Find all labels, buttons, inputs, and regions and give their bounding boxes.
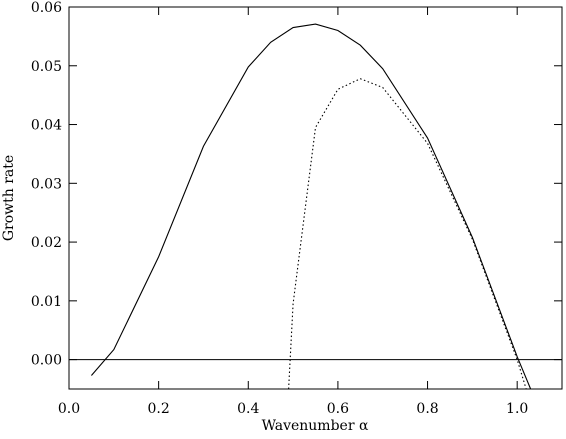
y-axis-label: Growth rate [1,155,17,241]
x-tick-label: 0.8 [416,401,438,417]
x-tick-label: 1.0 [506,401,528,417]
x-tick-label: 0.6 [327,401,349,417]
y-tick-label: 0.02 [31,235,62,251]
data-line [288,78,527,390]
plot-frame [68,6,563,390]
x-tick-label: 0.0 [58,401,80,417]
y-tick-label: 0.00 [31,353,62,369]
y-tick-label: 0.04 [31,118,62,134]
y-tick-label: 0.05 [31,59,62,75]
y-tick-label: 0.03 [31,176,62,192]
x-tick-label: 0.4 [237,401,259,417]
x-axis-label: Wavenumber α [262,418,369,434]
y-tick-label: 0.06 [31,0,62,16]
x-tick-label: 0.2 [148,401,170,417]
data-line [90,23,532,390]
y-tick-label: 0.01 [31,294,62,310]
